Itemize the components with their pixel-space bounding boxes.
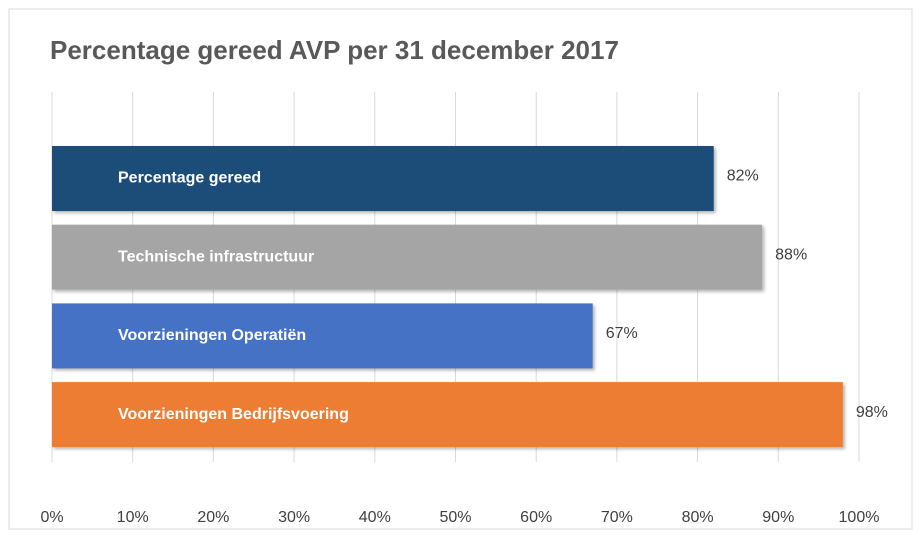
value-label: 67%: [606, 325, 638, 342]
x-tick-label: 60%: [520, 509, 552, 526]
value-label: 98%: [856, 404, 888, 421]
x-tick-label: 0%: [40, 509, 63, 526]
bar: [52, 382, 843, 448]
x-tick-label: 100%: [839, 509, 880, 526]
x-tick-label: 20%: [197, 509, 229, 526]
x-tick-label: 70%: [601, 509, 633, 526]
x-tick-label: 30%: [278, 509, 310, 526]
chart-title: Percentage gereed AVP per 31 december 20…: [50, 35, 619, 65]
x-tick-label: 90%: [762, 509, 794, 526]
x-tick-label: 40%: [359, 509, 391, 526]
category-label: Voorzieningen Bedrijfsvoering: [118, 406, 349, 423]
value-label: 88%: [775, 246, 807, 263]
x-tick-label: 50%: [439, 509, 471, 526]
category-label: Voorzieningen Operatiën: [118, 327, 306, 344]
x-tick-label: 10%: [117, 509, 149, 526]
x-tick-label: 80%: [682, 509, 714, 526]
bar: [52, 224, 763, 290]
value-label: 82%: [727, 168, 759, 185]
bar: [52, 146, 714, 211]
bar: [52, 303, 593, 369]
category-label: Percentage gereed: [118, 170, 261, 187]
category-label: Technische infrastructuur: [118, 248, 314, 265]
